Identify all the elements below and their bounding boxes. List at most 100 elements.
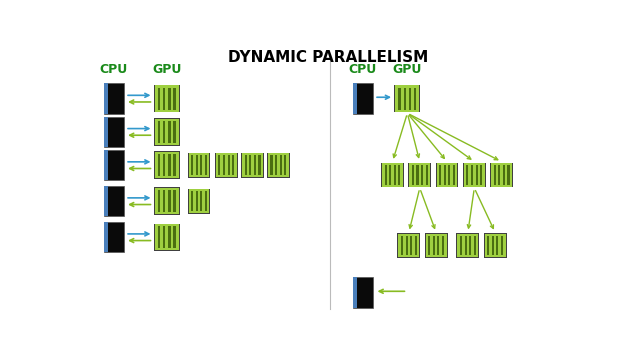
Bar bbox=[453, 165, 455, 185]
Bar bbox=[456, 233, 479, 258]
Bar bbox=[104, 222, 124, 252]
Bar bbox=[480, 165, 482, 185]
Bar bbox=[436, 162, 458, 187]
Bar bbox=[353, 84, 372, 114]
Bar bbox=[436, 163, 458, 186]
Bar bbox=[104, 186, 108, 216]
Bar bbox=[163, 121, 165, 143]
Bar bbox=[268, 153, 289, 177]
Bar bbox=[353, 84, 356, 114]
Bar bbox=[267, 153, 290, 177]
Bar bbox=[425, 233, 447, 258]
Bar bbox=[168, 87, 171, 110]
Bar bbox=[104, 186, 124, 216]
Text: CPU: CPU bbox=[100, 63, 128, 76]
Bar bbox=[484, 233, 507, 258]
Bar bbox=[284, 155, 286, 175]
Bar bbox=[382, 163, 403, 186]
Bar bbox=[168, 121, 171, 143]
Bar bbox=[353, 278, 356, 308]
Bar bbox=[353, 278, 372, 308]
Bar bbox=[155, 119, 179, 145]
Bar bbox=[228, 155, 230, 175]
Bar bbox=[417, 165, 419, 185]
Bar bbox=[196, 191, 198, 211]
Bar bbox=[155, 188, 179, 214]
Bar bbox=[404, 87, 406, 110]
Bar bbox=[410, 236, 412, 256]
Bar bbox=[163, 226, 165, 248]
Bar bbox=[218, 155, 221, 175]
Bar bbox=[168, 190, 171, 212]
Bar bbox=[398, 165, 401, 185]
Bar bbox=[399, 234, 419, 257]
Bar bbox=[463, 162, 486, 187]
Bar bbox=[394, 85, 420, 112]
Bar bbox=[163, 190, 165, 212]
Bar bbox=[173, 154, 176, 176]
Bar bbox=[467, 165, 468, 185]
Bar bbox=[154, 224, 180, 251]
Bar bbox=[104, 84, 124, 114]
Bar bbox=[163, 87, 165, 110]
Bar bbox=[104, 117, 124, 147]
Bar bbox=[259, 155, 260, 175]
Bar bbox=[157, 121, 160, 143]
Bar bbox=[433, 236, 435, 256]
Bar bbox=[155, 224, 179, 251]
Bar bbox=[216, 153, 237, 177]
Bar bbox=[154, 85, 180, 112]
Bar bbox=[168, 154, 171, 176]
Text: GPU: GPU bbox=[152, 63, 182, 76]
Bar bbox=[469, 236, 471, 256]
Bar bbox=[205, 155, 207, 175]
Bar bbox=[271, 155, 273, 175]
Bar bbox=[244, 155, 247, 175]
Bar bbox=[465, 236, 467, 256]
Bar bbox=[188, 189, 211, 213]
Bar bbox=[492, 236, 494, 256]
Bar bbox=[398, 87, 401, 110]
Bar bbox=[396, 85, 419, 112]
Text: GPU: GPU bbox=[393, 63, 422, 76]
Bar bbox=[426, 165, 428, 185]
Bar bbox=[401, 236, 403, 256]
Bar bbox=[173, 87, 176, 110]
Bar bbox=[409, 87, 411, 110]
Bar bbox=[154, 188, 180, 215]
Bar bbox=[168, 226, 171, 248]
Bar bbox=[196, 155, 198, 175]
Bar bbox=[484, 234, 506, 257]
Bar bbox=[275, 155, 277, 175]
Bar bbox=[491, 163, 512, 186]
Bar bbox=[223, 155, 225, 175]
Bar bbox=[428, 236, 430, 256]
Bar bbox=[406, 236, 408, 256]
Bar bbox=[189, 153, 209, 177]
Bar bbox=[157, 226, 160, 248]
Bar bbox=[394, 165, 396, 185]
Bar bbox=[487, 236, 490, 256]
Bar bbox=[104, 84, 108, 114]
Bar bbox=[191, 155, 193, 175]
Bar bbox=[280, 155, 282, 175]
Bar bbox=[460, 236, 462, 256]
Bar bbox=[104, 150, 124, 180]
Bar bbox=[189, 189, 209, 213]
Bar bbox=[188, 153, 211, 177]
Bar bbox=[241, 153, 264, 177]
Bar bbox=[389, 165, 391, 185]
Bar bbox=[421, 165, 423, 185]
Bar bbox=[501, 236, 503, 256]
Text: CPU: CPU bbox=[349, 63, 377, 76]
Bar bbox=[437, 236, 440, 256]
Bar bbox=[493, 165, 496, 185]
Bar bbox=[508, 165, 509, 185]
Bar bbox=[242, 153, 263, 177]
Bar bbox=[408, 162, 431, 187]
Bar bbox=[415, 236, 417, 256]
Bar bbox=[426, 234, 447, 257]
Bar bbox=[104, 117, 108, 147]
Bar bbox=[215, 153, 237, 177]
Bar bbox=[163, 154, 165, 176]
